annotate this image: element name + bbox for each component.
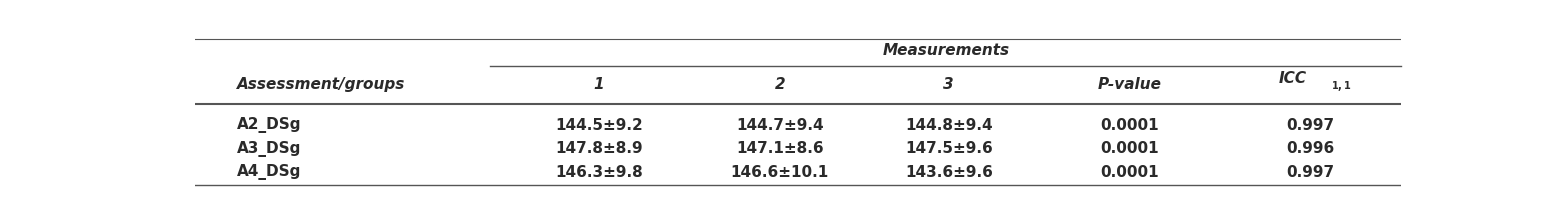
Text: 0.0001: 0.0001 (1101, 165, 1158, 180)
Text: 1: 1 (593, 77, 604, 92)
Text: 144.7±9.4: 144.7±9.4 (736, 118, 824, 133)
Text: A4_DSg: A4_DSg (237, 164, 301, 180)
Text: 144.8±9.4: 144.8±9.4 (905, 118, 993, 133)
Text: 2: 2 (774, 77, 785, 92)
Text: P-value: P-value (1098, 77, 1162, 92)
Text: 3: 3 (944, 77, 954, 92)
Text: $_{\mathbf{1,1}}$: $_{\mathbf{1,1}}$ (1331, 80, 1351, 95)
Text: Measurements: Measurements (883, 43, 1009, 58)
Text: ICC: ICC (1278, 71, 1306, 86)
Text: 146.6±10.1: 146.6±10.1 (730, 165, 828, 180)
Text: 0.997: 0.997 (1286, 118, 1334, 133)
Text: A3_DSg: A3_DSg (237, 141, 301, 157)
Text: 0.0001: 0.0001 (1101, 118, 1158, 133)
Text: 0.0001: 0.0001 (1101, 141, 1158, 156)
Text: 0.996: 0.996 (1286, 141, 1334, 156)
Text: 144.5±9.2: 144.5±9.2 (554, 118, 643, 133)
Text: 143.6±9.6: 143.6±9.6 (905, 165, 993, 180)
Text: A2_DSg: A2_DSg (237, 118, 302, 133)
Text: 147.1±8.6: 147.1±8.6 (736, 141, 824, 156)
Text: Assessment/groups: Assessment/groups (237, 77, 405, 92)
Text: 146.3±9.8: 146.3±9.8 (554, 165, 643, 180)
Text: 147.5±9.6: 147.5±9.6 (905, 141, 993, 156)
Text: 147.8±8.9: 147.8±8.9 (554, 141, 643, 156)
Text: 0.997: 0.997 (1286, 165, 1334, 180)
